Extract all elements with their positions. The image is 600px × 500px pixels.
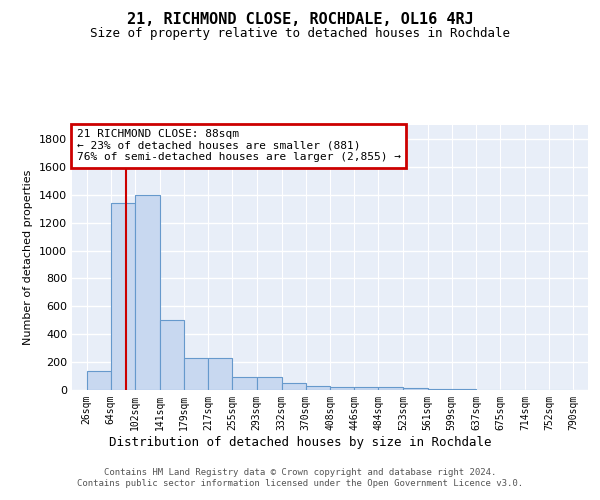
Bar [281, 383, 306, 390]
Text: Size of property relative to detached houses in Rochdale: Size of property relative to detached ho… [90, 28, 510, 40]
Text: Contains HM Land Registry data © Crown copyright and database right 2024.
Contai: Contains HM Land Registry data © Crown c… [77, 468, 523, 487]
Bar [208, 358, 232, 390]
Bar [354, 387, 379, 390]
Text: Distribution of detached houses by size in Rochdale: Distribution of detached houses by size … [109, 436, 491, 449]
Bar [306, 386, 330, 390]
Bar [184, 358, 208, 390]
Bar [330, 387, 354, 390]
Bar [232, 378, 257, 390]
Text: 21, RICHMOND CLOSE, ROCHDALE, OL16 4RJ: 21, RICHMOND CLOSE, ROCHDALE, OL16 4RJ [127, 12, 473, 28]
Bar [428, 388, 452, 390]
Bar [160, 320, 184, 390]
Bar [111, 203, 135, 390]
Text: 21 RICHMOND CLOSE: 88sqm
← 23% of detached houses are smaller (881)
76% of semi-: 21 RICHMOND CLOSE: 88sqm ← 23% of detach… [77, 129, 401, 162]
Bar [135, 196, 160, 390]
Bar [86, 371, 111, 390]
Bar [257, 378, 281, 390]
Bar [403, 388, 428, 390]
Bar [452, 389, 476, 390]
Bar [379, 387, 403, 390]
Y-axis label: Number of detached properties: Number of detached properties [23, 170, 34, 345]
